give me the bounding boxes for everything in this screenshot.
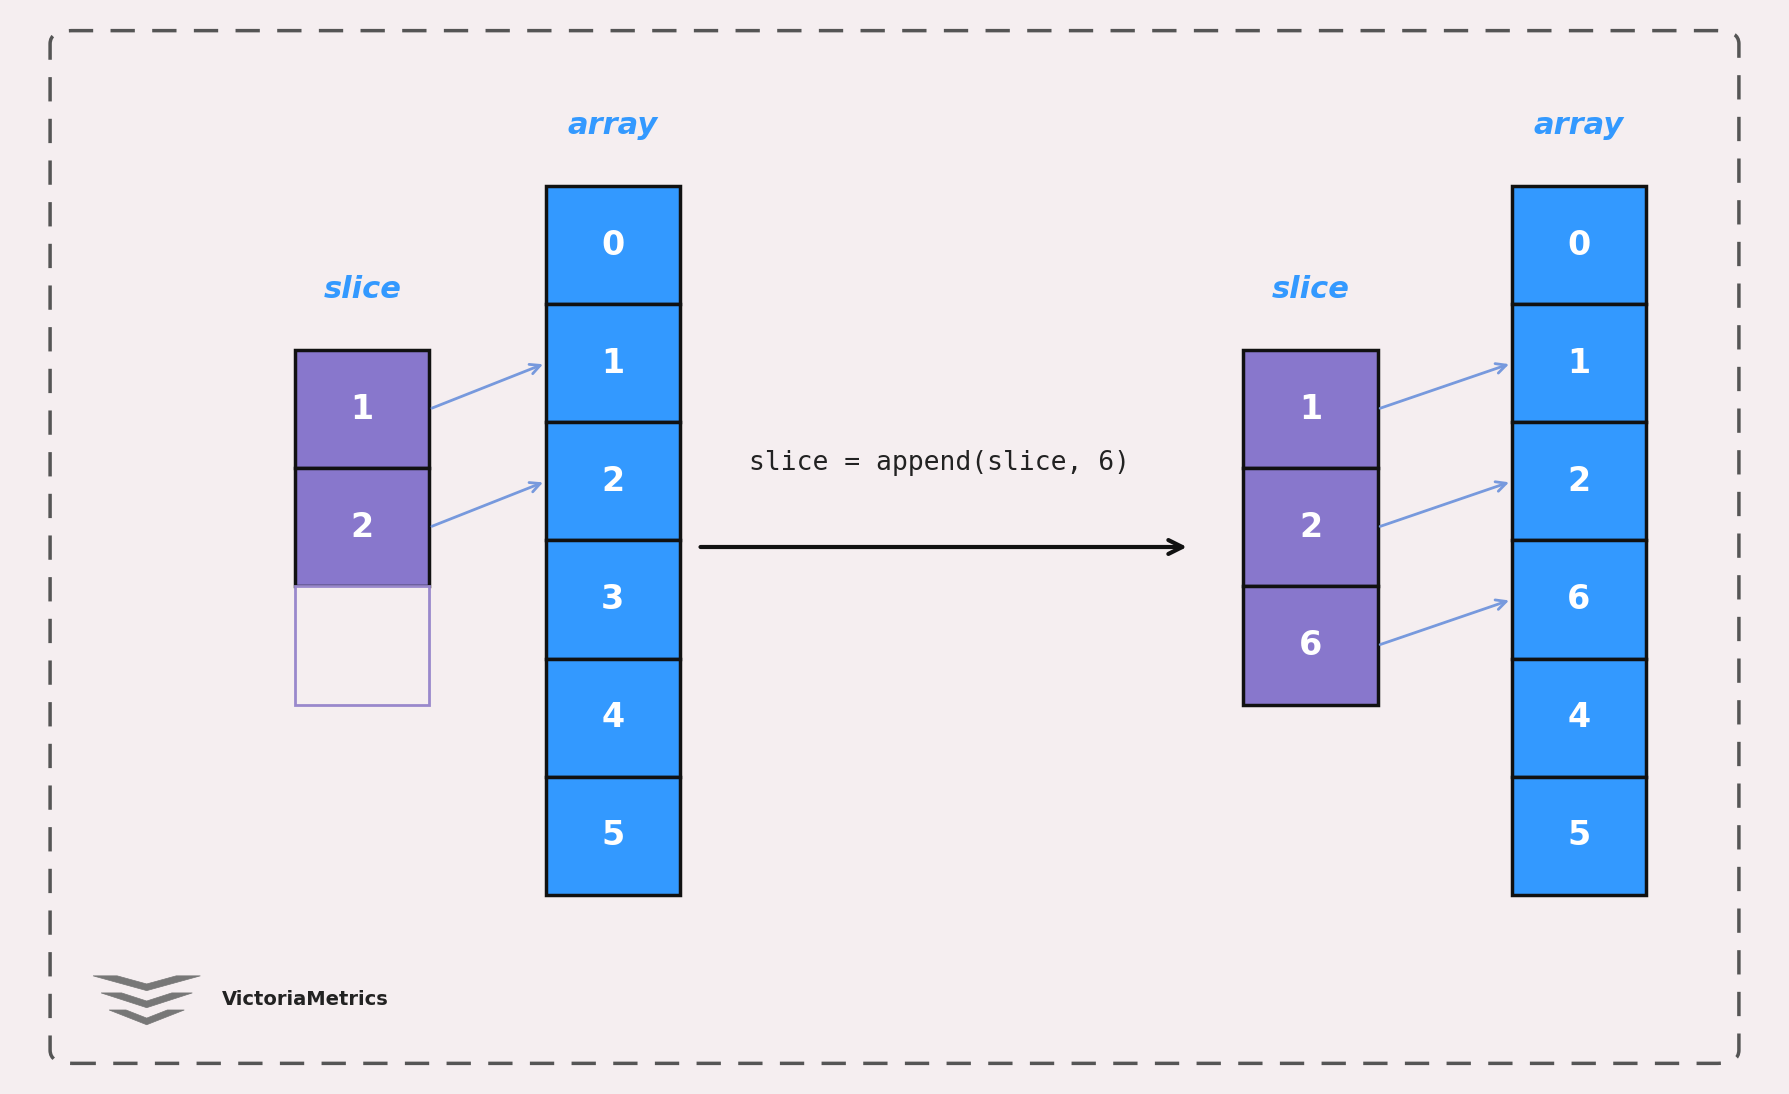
Text: 1: 1 bbox=[351, 393, 374, 426]
Polygon shape bbox=[93, 976, 200, 991]
Text: 6: 6 bbox=[1567, 583, 1590, 616]
Text: array: array bbox=[567, 110, 658, 140]
FancyBboxPatch shape bbox=[1512, 422, 1646, 540]
Text: 2: 2 bbox=[1299, 511, 1322, 544]
Text: 1: 1 bbox=[1299, 393, 1322, 426]
Text: 4: 4 bbox=[1567, 701, 1590, 734]
Text: 6: 6 bbox=[1299, 629, 1322, 662]
Text: 0: 0 bbox=[601, 229, 624, 261]
FancyBboxPatch shape bbox=[295, 468, 429, 586]
Text: 5: 5 bbox=[601, 819, 624, 852]
FancyBboxPatch shape bbox=[1512, 186, 1646, 304]
FancyBboxPatch shape bbox=[546, 540, 680, 659]
FancyBboxPatch shape bbox=[1512, 777, 1646, 895]
Text: 4: 4 bbox=[601, 701, 624, 734]
FancyBboxPatch shape bbox=[1512, 304, 1646, 422]
FancyBboxPatch shape bbox=[1243, 586, 1378, 705]
Text: 5: 5 bbox=[1567, 819, 1590, 852]
Text: 2: 2 bbox=[1567, 465, 1590, 498]
Text: slice: slice bbox=[1272, 275, 1349, 304]
FancyBboxPatch shape bbox=[1512, 540, 1646, 659]
FancyBboxPatch shape bbox=[1512, 659, 1646, 777]
Text: slice = append(slice, 6): slice = append(slice, 6) bbox=[750, 450, 1129, 476]
FancyBboxPatch shape bbox=[546, 659, 680, 777]
FancyBboxPatch shape bbox=[1243, 350, 1378, 468]
FancyBboxPatch shape bbox=[295, 586, 429, 705]
FancyBboxPatch shape bbox=[546, 777, 680, 895]
Polygon shape bbox=[109, 1010, 184, 1025]
Text: 0: 0 bbox=[1567, 229, 1590, 261]
Text: 1: 1 bbox=[1567, 347, 1590, 380]
Text: array: array bbox=[1533, 110, 1624, 140]
FancyBboxPatch shape bbox=[1243, 468, 1378, 586]
FancyBboxPatch shape bbox=[295, 350, 429, 468]
Text: slice: slice bbox=[324, 275, 401, 304]
Polygon shape bbox=[100, 993, 191, 1008]
Text: 2: 2 bbox=[351, 511, 374, 544]
FancyBboxPatch shape bbox=[546, 186, 680, 304]
Text: 2: 2 bbox=[601, 465, 624, 498]
Text: 1: 1 bbox=[601, 347, 624, 380]
Text: VictoriaMetrics: VictoriaMetrics bbox=[222, 990, 388, 1010]
FancyBboxPatch shape bbox=[546, 304, 680, 422]
FancyBboxPatch shape bbox=[546, 422, 680, 540]
Text: 3: 3 bbox=[601, 583, 624, 616]
